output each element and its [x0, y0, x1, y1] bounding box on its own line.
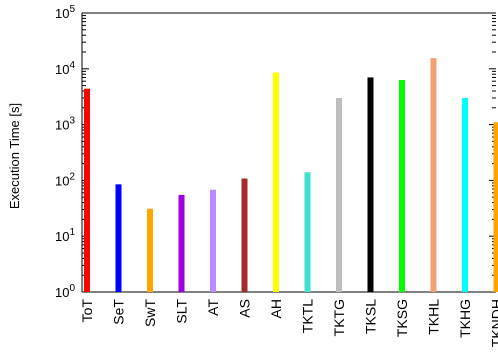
bar-tkndh [493, 122, 498, 293]
bar-tktl [304, 172, 311, 292]
x-tick-label: TKSL [363, 299, 379, 334]
x-tick-label: TKSG [394, 299, 410, 337]
bar-tot [84, 88, 90, 292]
x-tick-label: AT [205, 299, 221, 316]
bar-slt [178, 194, 185, 292]
x-tick-label: SwT [142, 299, 158, 327]
x-tick-label: ToT [79, 299, 95, 323]
y-tick-label: 105 [55, 4, 75, 21]
x-tick-label: TKNDH [489, 299, 498, 347]
bar-tktg [336, 97, 342, 293]
bar-as [241, 178, 248, 292]
x-tick-label: AH [268, 299, 284, 318]
bar-ah [273, 72, 279, 292]
x-axis-labels: ToT SeT SwT SLT AT AS AH TKTL TKTG TKSL TKSG TKHL TK… [79, 299, 498, 348]
y-tick-label: 103 [55, 116, 75, 133]
bar-tkhl [430, 58, 437, 293]
bar-tksl [367, 77, 374, 292]
y-tick-label: 102 [55, 171, 75, 188]
x-tick-label: TKHL [426, 299, 442, 335]
y-tick-label: 100 [55, 283, 75, 300]
y-axis-title: Execution Time [s] [7, 103, 22, 209]
x-tick-label: AS [237, 299, 253, 318]
bars [84, 58, 498, 293]
x-tick-label: SLT [174, 299, 190, 324]
x-tick-label: TKHG [457, 299, 473, 338]
x-tick-label: SeT [111, 299, 127, 325]
x-tick-label: TKTG [331, 299, 347, 336]
x-tick-label: TKTL [300, 299, 316, 333]
bar-tkhg [462, 97, 468, 293]
bar-swt [147, 208, 153, 292]
bar-tksg [399, 79, 405, 292]
y-tick-label: 104 [55, 60, 75, 77]
bar-at [210, 189, 216, 292]
y-tick-label: 101 [55, 227, 75, 244]
bar-set [115, 184, 122, 292]
